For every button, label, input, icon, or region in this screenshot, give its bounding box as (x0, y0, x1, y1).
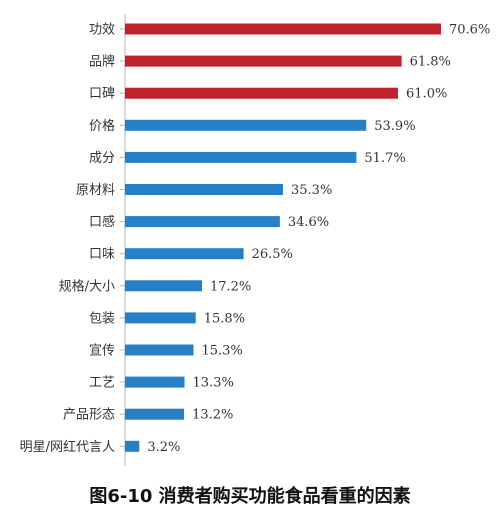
bar (125, 344, 194, 356)
category-label: 包装 (89, 311, 115, 326)
bar (125, 248, 244, 260)
category-label: 产品形态 (63, 408, 115, 423)
bar (125, 55, 402, 67)
category-label: 规格/大小 (59, 278, 115, 294)
value-label: 13.2% (192, 408, 233, 423)
bar (125, 216, 280, 228)
value-label: 61.0% (406, 87, 447, 102)
value-label: 70.6% (449, 23, 490, 38)
category-label: 口感 (89, 214, 115, 230)
category-label: 工艺 (89, 376, 115, 391)
category-label: 品牌 (89, 54, 115, 70)
category-label: 成分 (89, 151, 115, 166)
category-label: 功效 (89, 23, 115, 38)
category-label: 宣传 (89, 343, 115, 359)
category-label: 明星/网红代言人 (20, 439, 115, 455)
bar (125, 376, 185, 388)
bar (125, 312, 196, 324)
bar (125, 408, 185, 420)
bar (125, 23, 441, 35)
value-label: 61.8% (410, 55, 451, 70)
value-label: 26.5% (252, 247, 293, 262)
category-label: 原材料 (76, 183, 115, 198)
bar (125, 119, 367, 131)
bar (125, 87, 399, 99)
value-label: 51.7% (364, 151, 405, 166)
value-label: 15.8% (204, 311, 245, 326)
category-label: 口味 (89, 247, 115, 262)
value-label: 17.2% (210, 279, 251, 294)
bar (125, 184, 283, 195)
bar (125, 151, 357, 163)
value-label: 53.9% (374, 119, 415, 134)
value-label: 3.2% (147, 440, 180, 455)
bar (125, 440, 140, 452)
bar (125, 280, 202, 292)
category-label: 价格 (89, 118, 115, 134)
figure-caption: 图6-10 消费者购买功能食品看重的因素 (89, 486, 411, 507)
value-label: 34.6% (288, 215, 329, 230)
value-label: 13.3% (193, 376, 234, 391)
value-label: 35.3% (291, 183, 332, 198)
value-label: 15.3% (201, 344, 242, 359)
category-label: 口碑 (89, 86, 115, 102)
